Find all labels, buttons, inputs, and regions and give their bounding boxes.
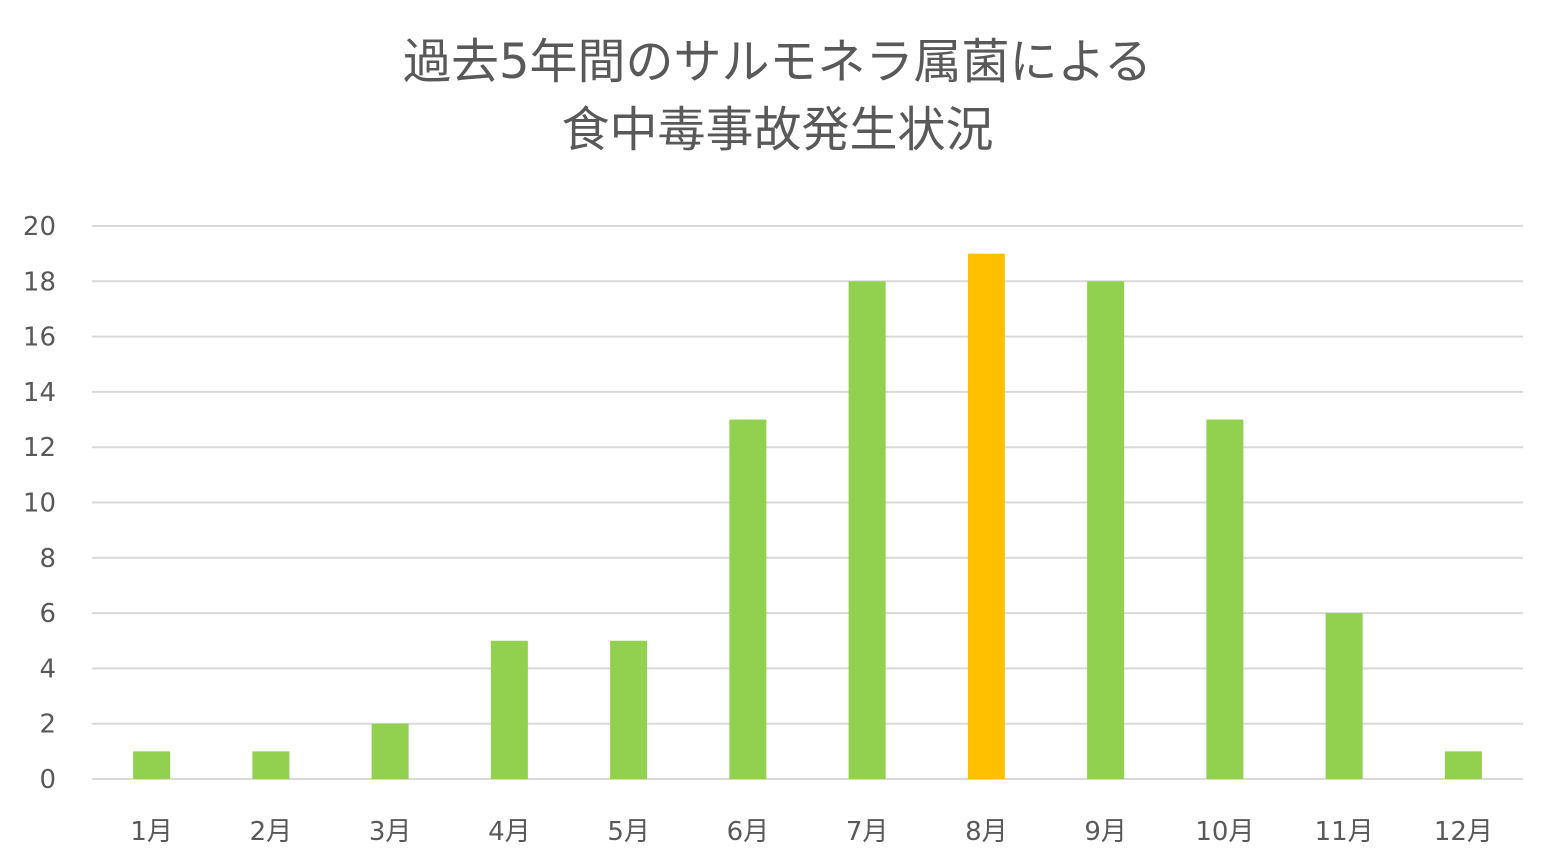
chart-title-line-1: 過去5年間のサルモネラ属菌による (402, 34, 1153, 90)
y-tick-label: 20 (23, 212, 56, 242)
chart-title-line-2: 食中毒事故発生状況 (561, 102, 994, 158)
x-tick-label: 4月 (488, 817, 531, 847)
y-tick-label: 4 (39, 654, 56, 684)
bar-12 (1444, 751, 1482, 779)
x-tick-label: 11月 (1315, 817, 1374, 847)
x-tick-label: 9月 (1084, 817, 1127, 847)
bar-10 (1206, 419, 1244, 779)
bar-11 (1325, 613, 1363, 779)
x-tick-label: 2月 (250, 817, 293, 847)
y-tick-label: 0 (39, 765, 56, 795)
y-tick-label: 2 (39, 710, 56, 740)
bar-9 (1087, 281, 1125, 779)
x-tick-label: 6月 (727, 817, 770, 847)
y-tick-label: 10 (23, 489, 56, 519)
x-tick-label: 5月 (607, 817, 650, 847)
y-tick-label: 14 (23, 378, 56, 408)
y-tick-label: 18 (23, 267, 56, 297)
bar-6 (729, 419, 767, 779)
chart-title: 過去5年間のサルモネラ属菌による 食中毒事故発生状況 (0, 28, 1555, 164)
bar-1 (133, 751, 171, 779)
bar-4 (490, 640, 528, 779)
y-tick-label: 6 (39, 599, 56, 629)
x-tick-label: 12月 (1434, 817, 1493, 847)
x-tick-label: 7月 (846, 817, 889, 847)
y-tick-label: 8 (39, 544, 56, 574)
x-tick-label: 10月 (1195, 817, 1254, 847)
bar-3 (371, 723, 409, 779)
x-tick-label: 1月 (130, 817, 173, 847)
bar-2 (252, 751, 290, 779)
x-tick-label: 3月 (369, 817, 412, 847)
y-tick-label: 12 (23, 433, 56, 463)
x-tick-label: 8月 (965, 817, 1008, 847)
bar-5 (610, 640, 648, 779)
bar-7 (848, 281, 886, 779)
bar-8 (967, 253, 1005, 779)
y-tick-label: 16 (23, 323, 56, 353)
